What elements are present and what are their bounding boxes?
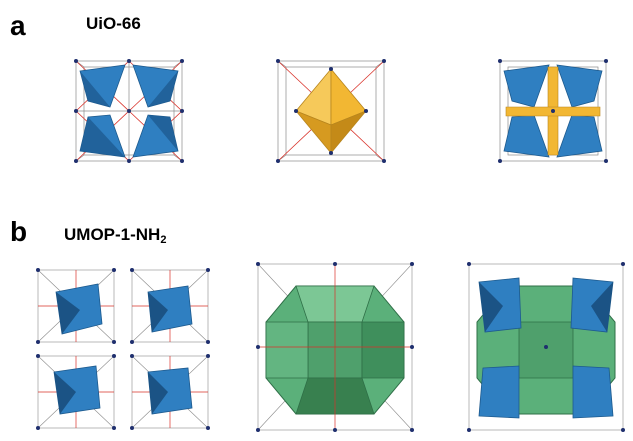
panel-b-title: UMOP-1-NH2 xyxy=(64,226,166,246)
uio66-tetrahedral-cages-figure xyxy=(70,55,188,167)
panel-b-title-subscript: 2 xyxy=(160,234,167,246)
panel-a-letter: a xyxy=(10,10,26,41)
panel-a-title: UiO-66 xyxy=(86,14,141,33)
panel-b-letter: b xyxy=(10,216,28,247)
panel-b-title-main: UMOP-1-NH xyxy=(64,225,161,244)
uio66-combined-cages-figure xyxy=(494,55,612,167)
uio66-octahedral-cage-figure xyxy=(272,55,390,167)
umop-large-cage-figure xyxy=(252,258,418,436)
umop-tetrahedral-cages-figure xyxy=(28,262,218,434)
umop-combined-cages-figure xyxy=(463,258,629,436)
